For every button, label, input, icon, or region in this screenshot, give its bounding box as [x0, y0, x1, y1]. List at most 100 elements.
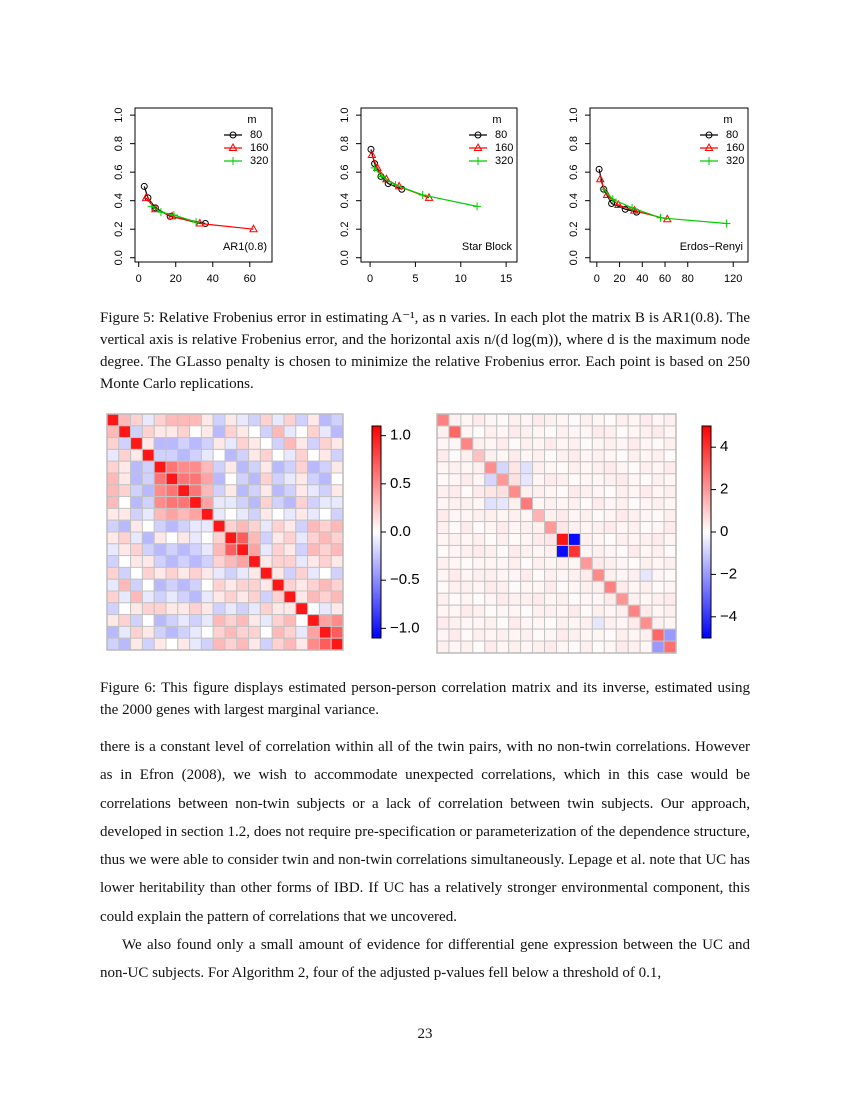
- heat-cell: [639, 628, 653, 642]
- heat-cell: [544, 568, 557, 582]
- heat-cell: [295, 472, 309, 486]
- heat-cell: [307, 460, 320, 474]
- heat-cell: [141, 566, 155, 580]
- heat-cell: [295, 425, 309, 439]
- heat-cell: [567, 604, 581, 618]
- heat-cell: [579, 485, 593, 499]
- heat-cell: [330, 590, 344, 604]
- heat-cell: [484, 449, 498, 463]
- heat-cell: [639, 425, 653, 439]
- heat-cell: [603, 425, 617, 439]
- heat-cell: [330, 437, 344, 450]
- colorbar: [701, 425, 712, 639]
- heatmap-frame: [106, 413, 344, 651]
- heat-cell: [236, 519, 250, 533]
- legend-label: 80: [250, 129, 262, 141]
- heat-cell: [118, 472, 132, 486]
- heat-cell: [627, 497, 641, 511]
- heat-cell: [448, 485, 462, 499]
- heat-cell: [271, 413, 285, 427]
- heat-cell: [307, 566, 320, 580]
- heat-cell: [472, 497, 486, 511]
- heat-cell: [283, 566, 297, 580]
- heat-cell: [212, 637, 226, 651]
- heat-cell: [591, 592, 605, 606]
- heat-cell: [603, 533, 617, 546]
- heat-cell: [271, 531, 285, 545]
- legend-marker: [473, 142, 483, 151]
- heat-cell: [627, 556, 641, 570]
- point: [599, 185, 608, 194]
- heat-cell: [271, 590, 285, 604]
- heat-cell: [508, 425, 522, 439]
- heat-cell: [579, 544, 593, 558]
- heat-cell: [639, 497, 653, 511]
- heat-cell: [141, 519, 155, 533]
- heat-cell: [520, 533, 534, 546]
- heat-cell: [544, 437, 557, 451]
- heat-cell: [496, 449, 510, 463]
- heat-cell: [532, 568, 546, 582]
- heat-cell: [118, 625, 132, 639]
- heat-cell: [663, 437, 677, 451]
- heat-cell: [236, 460, 250, 474]
- heat-cell: [189, 437, 202, 450]
- heat-cell: [318, 425, 332, 439]
- heat-cell: [259, 496, 273, 509]
- figure-caption: Figure 6: This figure displays estimated…: [100, 680, 750, 718]
- x-tick-label: 20: [170, 273, 182, 285]
- heat-cell: [460, 521, 474, 534]
- heat-cell: [295, 614, 309, 627]
- heat-cell: [224, 625, 238, 639]
- heat-cell: [200, 590, 214, 604]
- heat-cell: [307, 531, 320, 545]
- heat-cell: [532, 533, 546, 546]
- heat-cell: [271, 472, 285, 486]
- heat-cell: [106, 460, 120, 474]
- heat-cell: [448, 521, 462, 534]
- heat-cell: [141, 448, 155, 462]
- point: [595, 165, 603, 173]
- heat-cell: [639, 509, 653, 523]
- colorbar-tick-label: −1.0: [390, 619, 420, 636]
- heat-cell: [177, 566, 191, 580]
- heat-cell: [295, 448, 309, 462]
- y-tick-label: 0.8: [339, 136, 351, 151]
- point: [621, 205, 629, 213]
- heat-cell: [259, 437, 273, 450]
- paragraph: there is a constant level of correlation…: [100, 739, 750, 925]
- heat-cell: [165, 448, 179, 462]
- heat-cell: [436, 592, 450, 606]
- heat-cell: [556, 497, 569, 511]
- heat-cell: [224, 543, 238, 557]
- legend-label: 320: [250, 155, 268, 167]
- heat-cell: [153, 519, 167, 533]
- heat-cell: [508, 604, 522, 618]
- heat-cell: [472, 616, 486, 630]
- heat-cell: [579, 533, 593, 546]
- heat-cell: [591, 568, 605, 582]
- heat-cell: [603, 485, 617, 499]
- heat-cell: [212, 590, 226, 604]
- heat-cell: [130, 507, 143, 521]
- heat-cell: [532, 604, 546, 618]
- heat-cell: [436, 437, 450, 451]
- heat-cell: [118, 437, 132, 450]
- heat-cell: [189, 555, 202, 568]
- heat-cell: [118, 555, 132, 568]
- heat-cell: [496, 497, 510, 511]
- heat-cell: [556, 616, 569, 630]
- point: [595, 174, 605, 183]
- heat-cell: [484, 497, 498, 511]
- heat-cell: [544, 497, 557, 511]
- heat-cell: [200, 472, 214, 486]
- heat-cell: [472, 509, 486, 523]
- heat-cell: [295, 578, 309, 592]
- heat-cell: [496, 616, 510, 630]
- heat-cell: [295, 566, 309, 580]
- heat-cell: [271, 437, 285, 450]
- heat-cell: [615, 592, 629, 606]
- heat-cell: [283, 519, 297, 533]
- heat-cell: [448, 413, 462, 427]
